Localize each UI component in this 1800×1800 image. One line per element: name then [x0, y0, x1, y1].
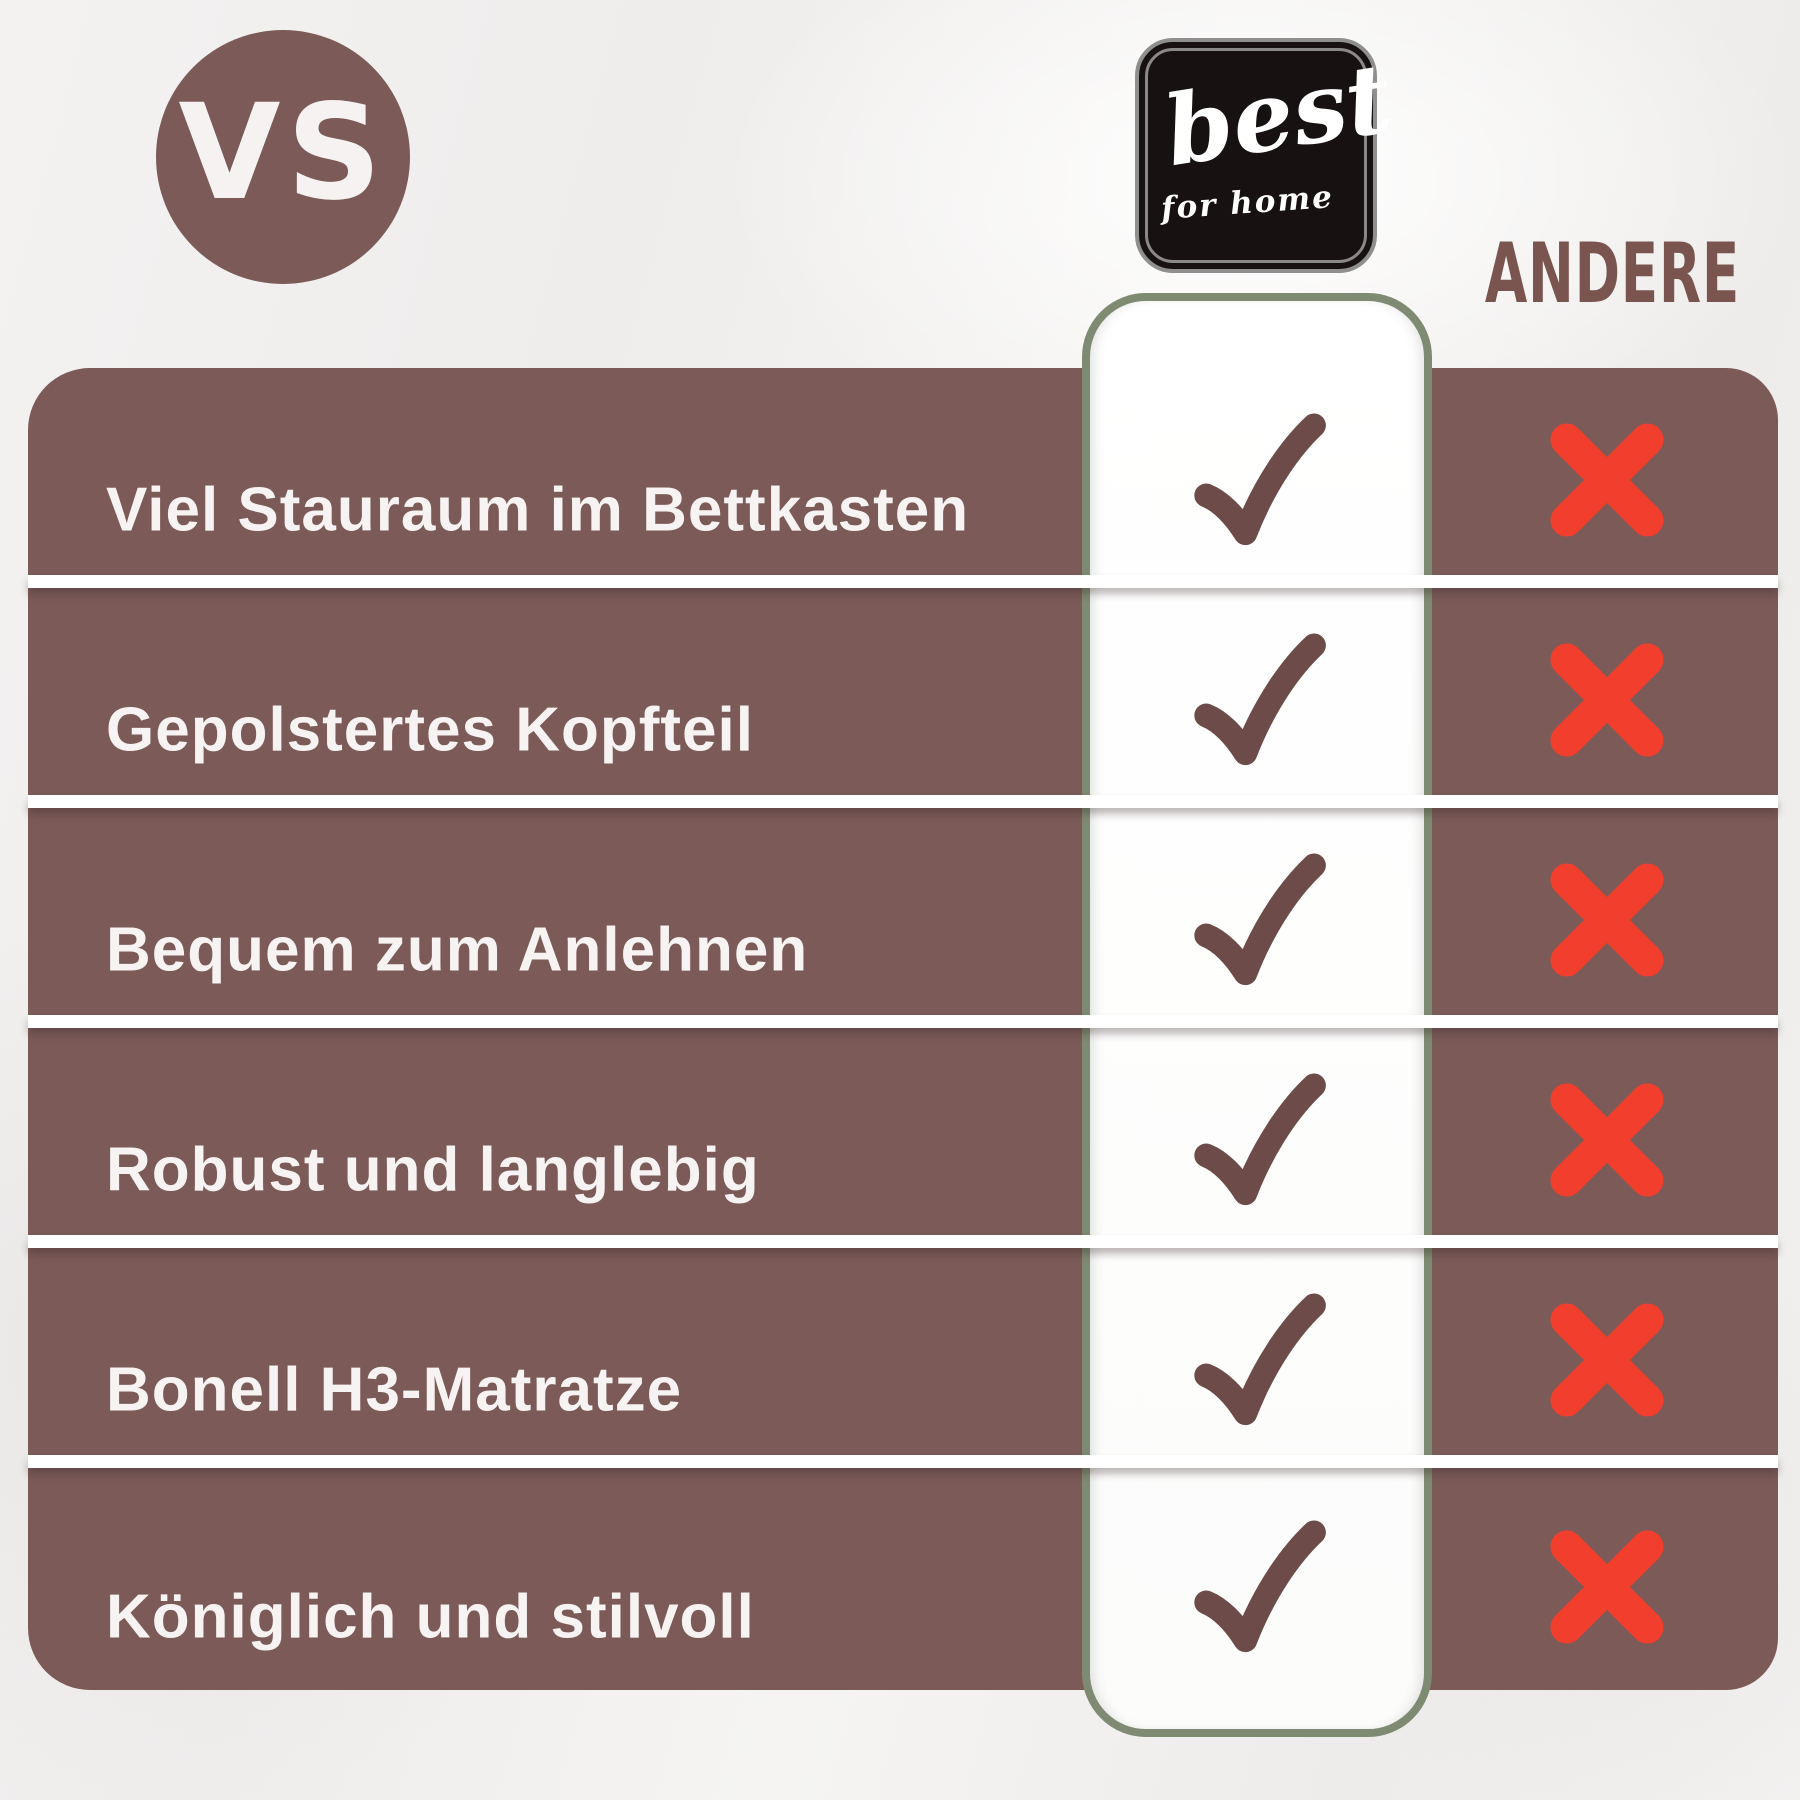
vs-label: VS — [178, 76, 388, 230]
cross-icon — [1550, 1302, 1664, 1417]
check-icon — [1194, 1073, 1326, 1205]
table-row: Bequem zum Anlehnen — [28, 808, 1778, 1015]
row-separator — [28, 1455, 1778, 1468]
row-label: Gepolstertes Kopfteil — [106, 695, 754, 764]
check-icon — [1194, 1293, 1326, 1425]
row-label: Bonell H3-Matratze — [106, 1355, 683, 1424]
brand-logo-name: best — [1157, 41, 1399, 189]
cross-icon — [1550, 422, 1664, 537]
row-label: Bequem zum Anlehnen — [106, 915, 809, 984]
table-row: Gepolstertes Kopfteil — [28, 588, 1778, 795]
row-separator — [28, 795, 1778, 808]
check-icon — [1194, 853, 1326, 985]
row-separator — [28, 575, 1778, 588]
check-icon — [1194, 1520, 1326, 1653]
cross-icon — [1550, 862, 1664, 977]
check-icon — [1194, 413, 1326, 545]
row-separator — [28, 1015, 1778, 1028]
check-icon — [1194, 633, 1326, 765]
table-row: Bonell H3-Matratze — [28, 1248, 1778, 1455]
table-row: Robust und langlebig — [28, 1028, 1778, 1235]
cross-icon — [1550, 642, 1664, 757]
table-row: Königlich und stilvoll — [28, 1468, 1778, 1690]
row-separator — [28, 1235, 1778, 1248]
competitor-header: ANDERE — [1484, 226, 1740, 323]
cross-icon — [1550, 1530, 1664, 1644]
brand-logo: best for home — [1135, 38, 1399, 273]
table-row: Viel Stauraum im Bettkasten — [28, 368, 1778, 575]
cross-icon — [1550, 1082, 1664, 1197]
row-label: Königlich und stilvoll — [106, 1582, 755, 1652]
row-label: Robust und langlebig — [106, 1135, 760, 1204]
row-label: Viel Stauraum im Bettkasten — [106, 475, 970, 544]
vs-badge: VS — [156, 30, 410, 284]
